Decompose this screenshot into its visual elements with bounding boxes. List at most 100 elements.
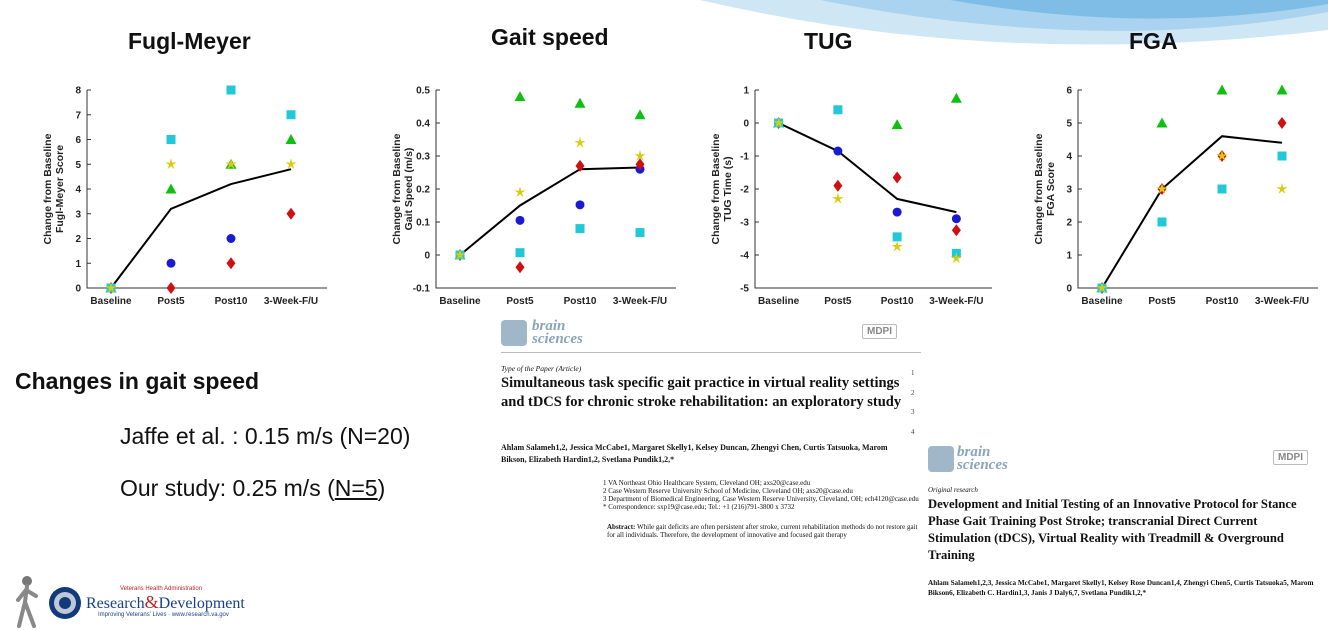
triangle-marker (514, 91, 526, 102)
square-marker (226, 85, 236, 95)
square-marker (515, 248, 525, 258)
y-axis-label-line: FGA Score (1045, 162, 1057, 216)
y-axis-label: Change from Baseline Gait Speed (m/s) (391, 133, 415, 244)
star-marker (454, 249, 466, 260)
chart-tug: -5 -4 -3 -2 -1 0 1 Baseline Post5 Post10 3-Week-F/… (710, 86, 992, 307)
square-marker (1277, 151, 1287, 161)
diamond-marker (635, 158, 645, 171)
walking-figure-icon (16, 576, 38, 628)
y-tick-label: 0 (75, 284, 81, 295)
square-marker (166, 135, 176, 144)
y-tick-label: 8 (75, 86, 81, 97)
va-logo-tagline: Improving Veterans' Lives · www.research… (98, 612, 229, 618)
triangle-marker (891, 119, 903, 130)
axes (86, 90, 327, 289)
circle-marker (575, 200, 585, 210)
y-axis-label-line: TUG Time (s) (722, 156, 734, 221)
chart-fga: 0 1 2 3 4 5 6 Baseline Post5 Post10 3-Week-F/U Chan… (1033, 84, 1318, 307)
star-marker (634, 150, 646, 161)
y-axis-label-line: Change from Baseline (710, 133, 722, 244)
mean-line (778, 122, 957, 214)
paper2-title: Development and Initial Testing of an In… (928, 497, 1297, 562)
star-marker (1276, 183, 1288, 194)
chart-fugl-meyer: 0 1 2 3 4 5 6 7 8 Baseline Post5 Post10 3-Week-F/U Ch… (42, 85, 327, 307)
paper2-type-line: Original research (928, 486, 978, 494)
chart-title-fugl-meyer: Fugl-Meyer (128, 28, 251, 54)
circle-marker (833, 146, 843, 156)
diamond-marker (892, 171, 902, 184)
x-tick-label: 3-Week-F/U (929, 296, 983, 307)
triangle-marker (574, 97, 586, 108)
square-marker (1157, 217, 1167, 227)
mean-line (459, 166, 641, 256)
paper2-journal-logo-icon (928, 446, 954, 472)
y-tick-label: 0.2 (416, 185, 430, 196)
va-logo-top-line: Veterans Health Administration (120, 586, 203, 592)
circle-marker (515, 215, 525, 225)
triangle-marker (165, 183, 177, 194)
x-tick-label: Post10 (1206, 296, 1239, 307)
circle-marker (226, 234, 236, 243)
chart-title-fga: FGA (1129, 28, 1178, 54)
triangle-marker (950, 92, 962, 103)
y-tick-label: 1 (1066, 251, 1072, 262)
paper1-abstract: Abstract: While gait deficits are often … (607, 523, 918, 539)
va-logo-name: Research&Development (86, 592, 245, 612)
y-tick-label: -5 (740, 284, 749, 295)
our-study-prefix: Our study: 0.25 m/s ( (120, 475, 335, 501)
y-tick-label: 0.1 (416, 218, 430, 229)
paper1-divider (501, 352, 921, 353)
star-marker (574, 136, 586, 148)
y-axis-label-line: Gait Speed (m/s) (403, 148, 415, 231)
diamond-marker (1277, 117, 1287, 129)
diamond-marker (515, 261, 525, 274)
y-tick-label: -2 (740, 185, 749, 196)
paper2-publisher: MDPI (1273, 450, 1308, 465)
square-marker (286, 110, 296, 120)
y-axis-label-line: Change from Baseline (42, 133, 54, 244)
square-marker (1217, 184, 1227, 194)
square-marker (892, 232, 902, 242)
y-tick-label: 5 (1066, 119, 1072, 130)
y-axis-label: Change from Baseline FGA Score (1033, 133, 1057, 244)
star-marker (950, 252, 963, 264)
mean-line (110, 168, 292, 289)
y-axis-label: Change from Baseline Fugl-Meyer Score (42, 133, 66, 244)
jaffe-stat: Jaffe et al. : 0.15 m/s (N=20) (120, 423, 411, 449)
circle-marker (166, 258, 176, 268)
x-tick-label: Baseline (90, 296, 132, 307)
mean-line (1101, 135, 1283, 289)
our-study-suffix: ) (377, 475, 386, 501)
square-marker (635, 228, 645, 238)
star-marker (832, 192, 844, 204)
paper1-journal-name: brain sciences (532, 318, 583, 347)
square-marker (575, 224, 585, 234)
diamond-marker (226, 257, 236, 270)
paper1-publisher: MDPI (862, 324, 897, 339)
star-marker (165, 158, 177, 170)
star-marker (285, 158, 297, 170)
y-axis-label-line: Change from Baseline (1033, 133, 1045, 244)
y-tick-label: 2 (1066, 218, 1072, 229)
header-wave-decoration (700, 0, 1328, 45)
diamond-marker (166, 282, 176, 294)
star-marker (1216, 150, 1228, 161)
our-study-n: N=5 (334, 475, 378, 501)
x-tick-label: 3-Week-F/U (264, 296, 318, 307)
diamond-marker (286, 207, 296, 220)
y-tick-label: 2 (75, 234, 81, 245)
y-tick-label: 6 (75, 135, 81, 146)
section-title: Changes in gait speed (15, 368, 260, 394)
x-tick-label: Post5 (506, 296, 534, 307)
y-tick-label: 0.5 (416, 86, 430, 97)
triangle-marker (1216, 84, 1228, 95)
our-study-stat: Our study: 0.25 m/s (N=5) (120, 475, 385, 502)
x-tick-label: Post10 (564, 296, 597, 307)
star-marker (1096, 282, 1108, 293)
y-axis-label-line: Fugl-Meyer Score (54, 145, 66, 233)
paper1-affiliations: 1 VA Northeast Ohio Healthcare System, C… (603, 479, 919, 511)
y-tick-label: -3 (740, 218, 749, 229)
star-marker (225, 158, 237, 170)
y-tick-label: 0.3 (416, 152, 430, 163)
